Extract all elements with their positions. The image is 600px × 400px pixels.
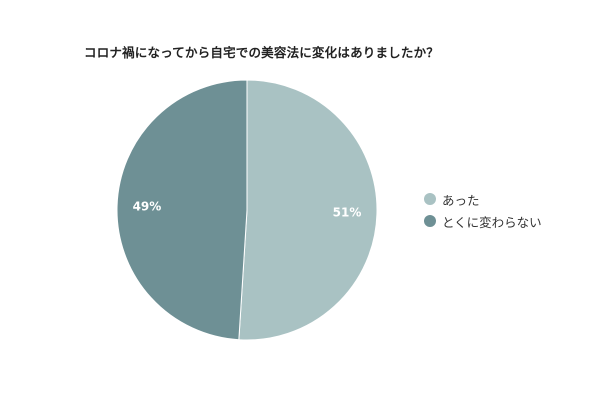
legend-label-2: とくに変わらない xyxy=(442,214,542,230)
legend-item-1[interactable]: あった xyxy=(424,188,542,210)
legend-label-1: あった xyxy=(442,192,480,208)
pie-slice-1[interactable] xyxy=(238,79,378,341)
legend-item-2[interactable]: とくに変わらない xyxy=(424,210,542,232)
chart-legend: あった とくに変わらない xyxy=(424,188,542,232)
legend-swatch-2 xyxy=(424,215,436,227)
legend-swatch-1 xyxy=(424,193,436,205)
chart-title: コロナ禍になってから自宅での美容法に変化はありましたか？ xyxy=(84,45,439,60)
data-label-1: 51% xyxy=(333,206,362,220)
pie-slice-2[interactable] xyxy=(116,79,248,341)
data-label-2: 49% xyxy=(133,199,162,213)
